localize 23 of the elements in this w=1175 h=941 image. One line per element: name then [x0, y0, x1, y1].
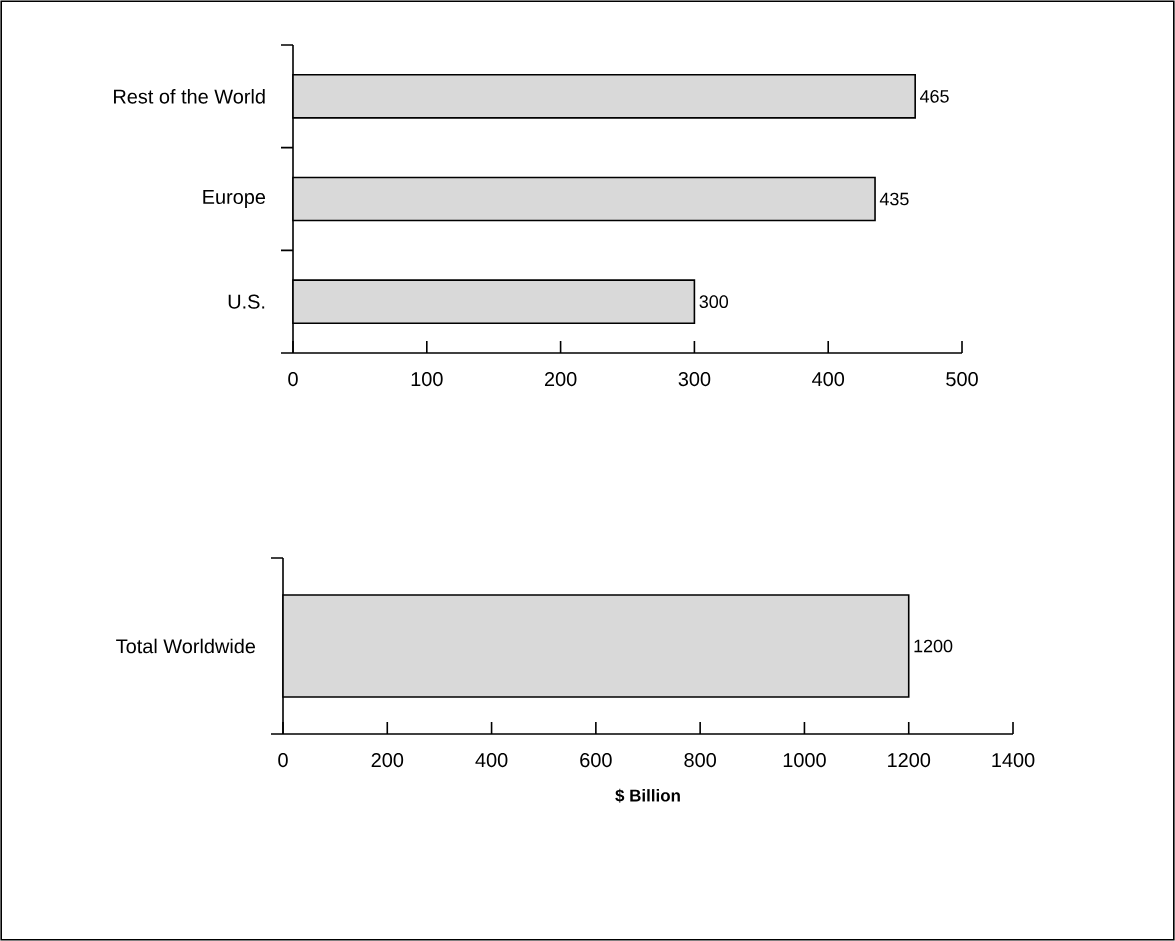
- data-label: 435: [879, 192, 909, 206]
- x-tick-label: 800: [684, 753, 716, 768]
- x-tick-label: 400: [475, 753, 508, 768]
- y-tick-label: Rest of the World: [114, 89, 265, 104]
- x-tick-label: 200: [544, 372, 577, 387]
- y-tick-label: Europe: [203, 190, 266, 208]
- x-tick-label: 300: [678, 372, 711, 387]
- x-tick-label: 200: [371, 753, 404, 768]
- x-tick-label: 500: [946, 372, 978, 387]
- x-tick-label: 0: [278, 753, 288, 768]
- y-tick-label: Total Worldwide: [116, 638, 256, 654]
- data-label: 465: [919, 89, 949, 103]
- x-axis-title: $ Billion: [615, 788, 680, 803]
- x-tick-label: 100: [411, 372, 443, 387]
- x-tick-label: 1000: [783, 753, 826, 768]
- x-tick-label: 0: [288, 372, 298, 387]
- data-label: 1200: [914, 639, 953, 653]
- x-tick-label: 1400: [992, 753, 1035, 768]
- x-tick-label: 600: [580, 753, 612, 768]
- y-tick-label: U.S.: [228, 294, 265, 309]
- x-tick-label: 400: [812, 372, 845, 387]
- data-label: 300: [699, 295, 729, 309]
- x-tick-label: 1200: [888, 753, 931, 768]
